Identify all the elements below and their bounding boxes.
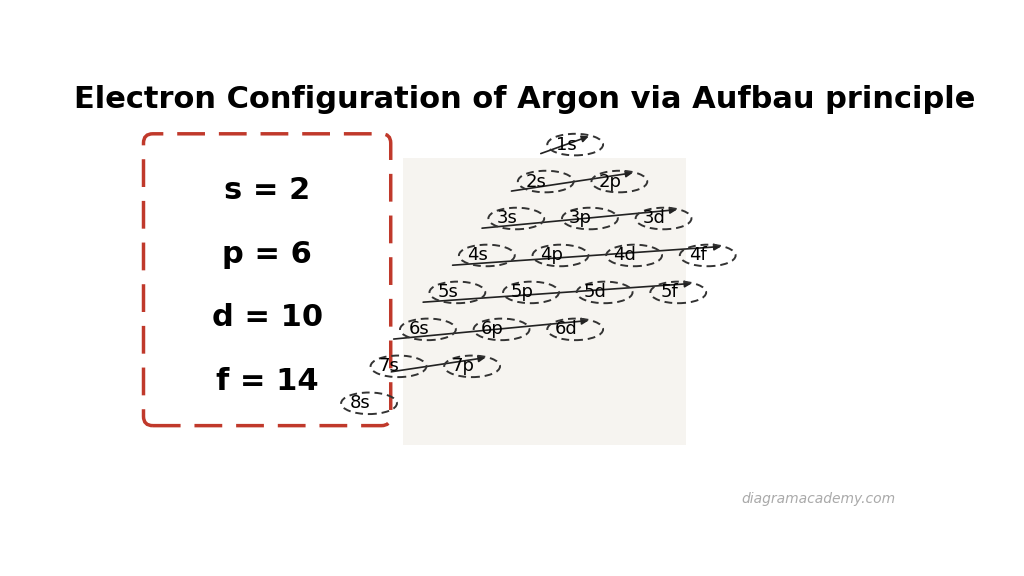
Text: 7s: 7s	[379, 357, 399, 376]
Text: 4d: 4d	[613, 247, 636, 264]
Text: 2s: 2s	[526, 173, 547, 191]
Text: 5s: 5s	[437, 283, 459, 301]
Text: 6p: 6p	[481, 320, 504, 338]
Text: 5f: 5f	[660, 283, 678, 301]
Text: Electron Configuration of Argon via Aufbau principle: Electron Configuration of Argon via Aufb…	[74, 85, 976, 114]
Text: f = 14: f = 14	[216, 367, 318, 396]
Text: 4p: 4p	[540, 247, 562, 264]
Text: p = 6: p = 6	[222, 240, 312, 269]
Text: 6d: 6d	[555, 320, 578, 338]
FancyBboxPatch shape	[403, 158, 686, 445]
Text: 4s: 4s	[467, 247, 488, 264]
Text: 3p: 3p	[569, 210, 592, 228]
Text: 8s: 8s	[349, 395, 370, 412]
Text: 3d: 3d	[643, 210, 666, 228]
Text: 1s: 1s	[555, 135, 577, 154]
FancyBboxPatch shape	[143, 134, 391, 426]
Text: 2p: 2p	[599, 173, 622, 191]
Text: 7p: 7p	[452, 357, 474, 376]
Text: 5d: 5d	[584, 283, 607, 301]
Text: 3s: 3s	[497, 210, 517, 228]
Text: d = 10: d = 10	[212, 304, 323, 332]
Text: s = 2: s = 2	[224, 176, 310, 205]
Text: diagramacademy.com: diagramacademy.com	[741, 492, 895, 506]
Text: 5p: 5p	[510, 283, 534, 301]
Text: 4f: 4f	[689, 247, 708, 264]
Text: 6s: 6s	[409, 320, 429, 338]
